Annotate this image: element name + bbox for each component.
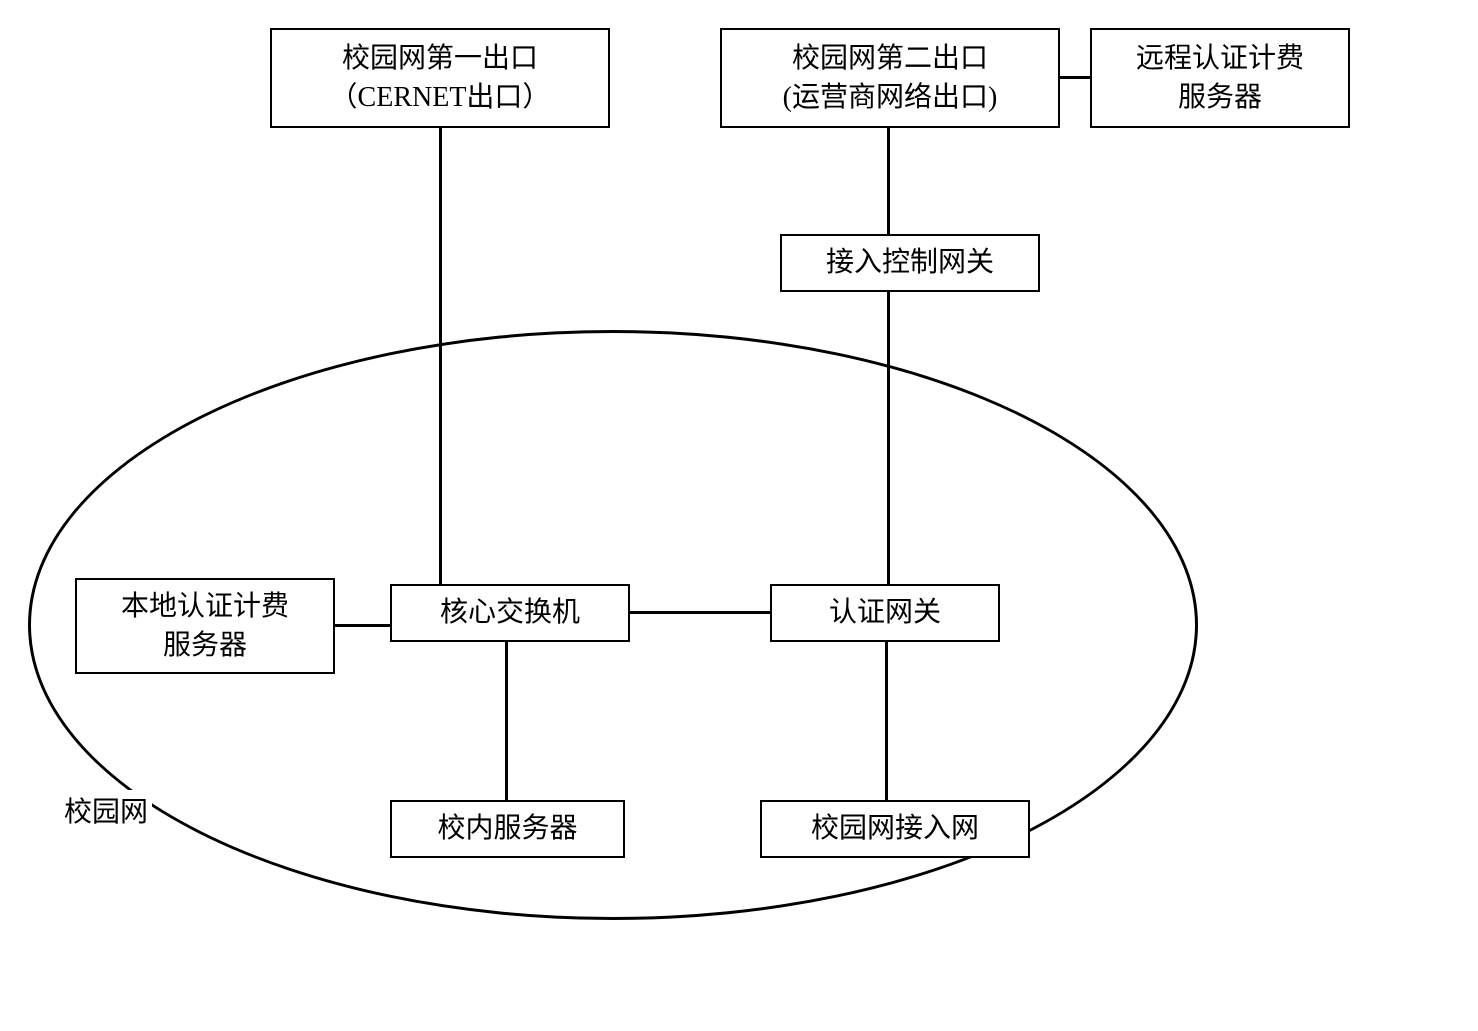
edge-access_gw-auth_gw: [887, 292, 890, 584]
node-intranet-server: 校内服务器: [390, 800, 625, 858]
node-exit2: 校园网第二出口 (运营商网络出口): [720, 28, 1060, 128]
node-local-auth: 本地认证计费 服务器: [75, 578, 335, 674]
edge-core_switch-intranet_server: [505, 642, 508, 800]
node-remote-auth: 远程认证计费 服务器: [1090, 28, 1350, 128]
edge-core_switch-auth_gw: [630, 611, 770, 614]
edge-local_auth-core_switch: [335, 624, 390, 627]
node-exit1: 校园网第一出口 （CERNET出口）: [270, 28, 610, 128]
edge-exit1-core_switch: [439, 128, 442, 584]
node-access-network: 校园网接入网: [760, 800, 1030, 858]
node-auth-gateway: 认证网关: [770, 584, 1000, 642]
node-access-gateway: 接入控制网关: [780, 234, 1040, 292]
edge-exit2-remote_auth: [1060, 76, 1090, 79]
node-core-switch: 核心交换机: [390, 584, 630, 642]
campus-network-label: 校园网: [60, 790, 152, 830]
edge-auth_gw-access_net: [885, 642, 888, 800]
edge-exit2-access_gw: [887, 128, 890, 234]
